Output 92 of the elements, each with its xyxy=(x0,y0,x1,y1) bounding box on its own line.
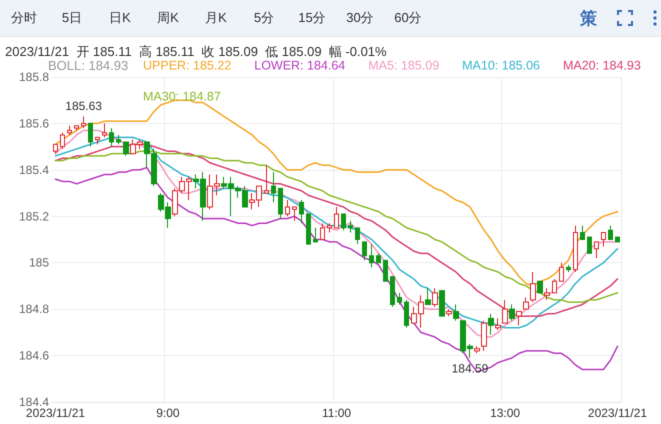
candlestick xyxy=(608,225,613,240)
candlestick xyxy=(573,225,578,272)
candlestick xyxy=(587,236,592,254)
y-tick-label: 185.8 xyxy=(18,70,50,84)
text: 5日 xyxy=(60,9,84,27)
candlestick xyxy=(516,310,522,326)
y-tick-label: 184.6 xyxy=(18,348,50,363)
candlestick xyxy=(376,252,381,264)
candlestick xyxy=(299,200,304,224)
text: LOWER: 184.64 xyxy=(254,58,346,72)
candlestick xyxy=(95,136,100,145)
candlestick xyxy=(102,122,107,138)
candlestick xyxy=(601,232,606,247)
candlestick xyxy=(523,297,529,310)
candlestick xyxy=(537,280,543,294)
candlestick xyxy=(615,236,620,242)
text: MA5: 185.09 xyxy=(368,58,440,72)
candlestick xyxy=(313,227,318,242)
candlestick xyxy=(81,116,86,129)
candlestick xyxy=(123,142,129,156)
annotation: 185.63 xyxy=(65,98,102,113)
text: UPPER: 185.22 xyxy=(143,58,232,72)
candlestick xyxy=(383,260,388,282)
x-tick-label: 9:00 xyxy=(156,406,180,420)
candlestick xyxy=(306,213,311,245)
y-tick-label: 185.6 xyxy=(18,116,50,130)
text: 策 xyxy=(580,8,597,30)
candlestick xyxy=(488,313,494,336)
candlestick xyxy=(474,346,480,354)
candlestick xyxy=(509,304,515,322)
y-tick-label: 184.8 xyxy=(18,302,50,316)
candlestick xyxy=(566,264,571,272)
line-series xyxy=(54,99,618,287)
text: 5分 xyxy=(252,9,276,27)
candlestick xyxy=(425,288,431,305)
text: 月K xyxy=(204,9,228,27)
x-tick-label: 2023/11/21 xyxy=(26,406,86,420)
candlestick xyxy=(559,262,564,282)
candlestick xyxy=(362,241,367,261)
text: 30分 xyxy=(345,9,375,27)
text: 周K xyxy=(156,9,180,27)
text: 15分 xyxy=(297,9,327,27)
candlestick xyxy=(292,206,297,222)
candlestick xyxy=(60,132,65,150)
x-tick-label: 11:00 xyxy=(322,406,352,420)
candlestick xyxy=(285,200,290,217)
candlestick xyxy=(404,299,409,328)
candlestick xyxy=(369,244,374,268)
candlestick xyxy=(594,241,599,259)
candlestick xyxy=(334,206,339,228)
candlestick xyxy=(264,164,269,194)
y-tick-label: 185.4 xyxy=(18,162,50,177)
y-tick-label: 185.2 xyxy=(18,209,50,224)
candlestick xyxy=(67,125,72,136)
candlestick xyxy=(109,128,114,148)
candlestick xyxy=(446,308,452,317)
candlestick xyxy=(544,288,550,300)
candlestick xyxy=(88,122,93,148)
candlestick xyxy=(397,292,402,305)
line-series xyxy=(54,166,618,373)
candlestick xyxy=(327,222,332,234)
candlestick xyxy=(530,272,536,303)
x-tick-label: 2023/11/21 xyxy=(588,406,648,420)
candlestick xyxy=(502,299,508,324)
text: 分时 xyxy=(10,9,38,27)
candlestick xyxy=(580,225,585,240)
y-tick-label: 184.4 xyxy=(18,395,50,409)
text: 日K xyxy=(108,9,132,27)
candlestick xyxy=(116,134,121,145)
candlestick xyxy=(439,290,445,317)
text: MA20: 184.93 xyxy=(562,58,641,72)
candlestick xyxy=(495,318,501,331)
candlestick xyxy=(271,172,276,203)
x-tick-label: 13:00 xyxy=(490,406,520,420)
candlestick xyxy=(341,213,346,231)
y-tick-label: 185 xyxy=(28,256,50,270)
candlestick xyxy=(278,188,283,220)
candlestick xyxy=(74,125,79,131)
candlestick xyxy=(481,320,487,352)
text: MA30: 184.87 xyxy=(143,90,221,104)
legend-title: BOLL: 184.93 xyxy=(48,58,128,73)
candlestick xyxy=(355,227,360,245)
candlestick xyxy=(432,288,438,308)
candlestick xyxy=(348,220,353,234)
candlestick xyxy=(552,278,557,294)
text: MA10: 185.06 xyxy=(462,58,540,72)
chart-subtitle: 2023/11/21 开 185.11 高 185.11 收 185.09 低 185.09 幅 -0.01% xyxy=(5,44,388,59)
candlestick xyxy=(320,222,325,240)
text: 60分 xyxy=(393,9,423,27)
candlestick xyxy=(53,144,58,154)
candlestick xyxy=(390,276,395,308)
candlestick xyxy=(453,304,459,322)
